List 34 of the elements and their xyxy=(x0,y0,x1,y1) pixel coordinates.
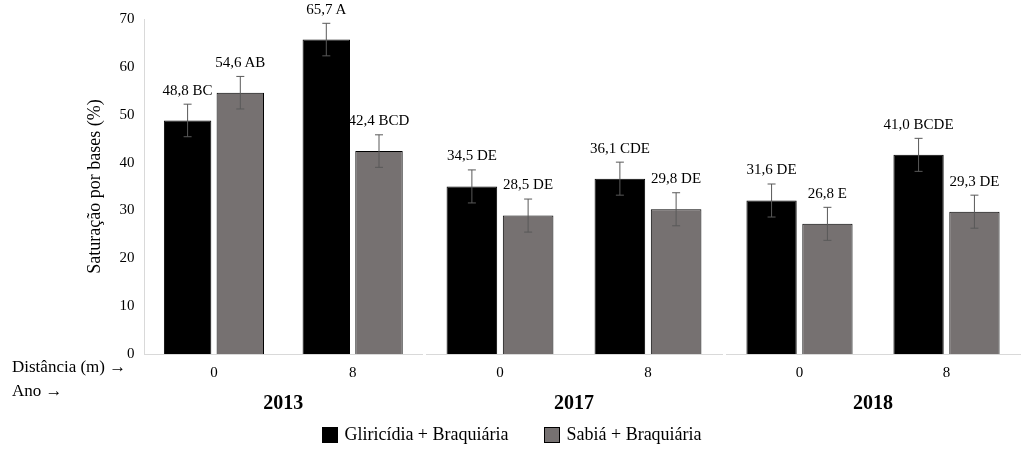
y-tick-label: 20 xyxy=(119,249,135,266)
data-label: 29,3 DE xyxy=(949,172,1000,189)
y-tick-label: 60 xyxy=(119,57,135,74)
legend-label: Gliricídia + Braquiária xyxy=(344,424,509,445)
data-label: 36,1 CDE xyxy=(589,139,650,156)
x-axis-title: 2018 xyxy=(853,391,893,414)
y-tick-label: 0 xyxy=(127,344,135,361)
data-label: 41,0 BCDE xyxy=(883,115,954,132)
text: Distância (m) → xyxy=(12,357,127,377)
x-tick-label: 0 xyxy=(496,363,504,380)
y-tick-label: 10 xyxy=(119,297,135,314)
x-tick-label: 8 xyxy=(644,363,652,380)
data-label: 65,7 A xyxy=(306,0,347,17)
data-label: 28,5 DE xyxy=(503,176,554,193)
data-label: 48,8 BC xyxy=(162,81,213,98)
x-tick-label: 0 xyxy=(795,363,804,380)
y-tick-label: 50 xyxy=(119,105,135,122)
legend-label: Sabiá + Braquiária xyxy=(566,424,702,445)
y-tick-label: 30 xyxy=(119,201,135,218)
x-tick-label: 8 xyxy=(942,363,951,380)
data-label: 31,6 DE xyxy=(746,161,797,178)
x-tick-label: 8 xyxy=(348,363,357,380)
data-label: 42,4 BCD xyxy=(348,112,410,129)
y-tick-label: 40 xyxy=(119,153,135,170)
y-tick-label: 70 xyxy=(119,9,135,26)
data-label: 54,6 AB xyxy=(215,53,266,70)
data-label: 34,5 DE xyxy=(446,147,497,164)
data-label: 29,8 DE xyxy=(651,170,702,187)
x-axis-title: 2013 xyxy=(263,391,304,414)
x-tick-label: 0 xyxy=(210,363,218,380)
y-axis-title: Saturação por bases (%) xyxy=(83,99,105,274)
data-label: 26,8 E xyxy=(807,184,848,201)
text: Ano → xyxy=(12,381,63,401)
x-axis-title: 2017 xyxy=(554,391,594,414)
